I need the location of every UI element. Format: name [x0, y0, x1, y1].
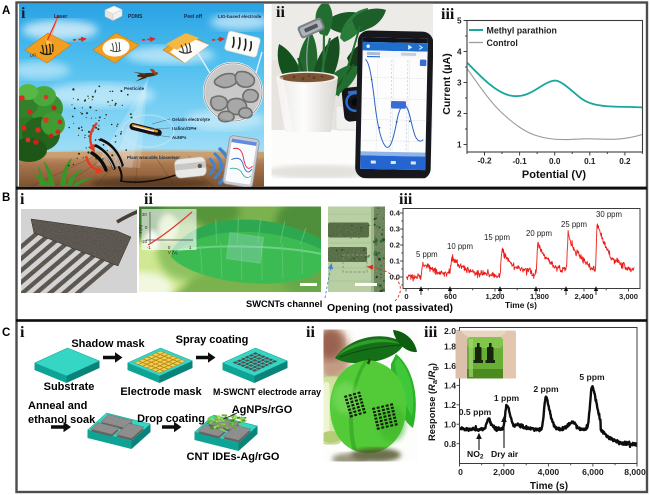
- svg-text:5 ppm: 5 ppm: [416, 250, 438, 259]
- svg-text:0: 0: [458, 467, 463, 477]
- svg-text:Time (s): Time (s): [505, 300, 537, 310]
- svg-text:0.2: 0.2: [389, 241, 400, 250]
- svg-text:Plant wearable biosensor: Plant wearable biosensor: [127, 155, 180, 160]
- svg-text:2,000: 2,000: [493, 467, 515, 477]
- svg-text:600: 600: [444, 292, 457, 301]
- svg-text:-1: -1: [147, 245, 151, 250]
- svg-text:ethanol soak: ethanol soak: [28, 414, 96, 426]
- svg-text:M-SWCNT electrode array: M-SWCNT electrode array: [213, 387, 321, 397]
- svg-text:20: 20: [142, 212, 147, 217]
- svg-text:Laser: Laser: [54, 14, 67, 20]
- svg-text:2.0: 2.0: [444, 326, 456, 336]
- svg-text:0: 0: [404, 292, 408, 301]
- svg-text:6,000: 6,000: [582, 467, 604, 477]
- svg-text:Substrate: Substrate: [44, 381, 95, 393]
- svg-text:Nafion/OPH: Nafion/OPH: [172, 126, 196, 131]
- svg-text:B: B: [2, 192, 10, 204]
- svg-text:2: 2: [457, 110, 462, 119]
- svg-text:1,800: 1,800: [530, 292, 549, 301]
- svg-text:C: C: [2, 327, 10, 339]
- svg-text:Gelatin electrolyte: Gelatin electrolyte: [172, 117, 211, 122]
- svg-text:0.8: 0.8: [444, 439, 456, 449]
- svg-text:SWCNTs channel: SWCNTs channel: [246, 299, 322, 309]
- svg-text:0.1: 0.1: [389, 257, 400, 266]
- svg-text:Current (µA): Current (µA): [441, 53, 453, 114]
- svg-text:1: 1: [457, 141, 462, 150]
- svg-text:1: 1: [189, 245, 192, 250]
- svg-text:LIG-based electrode: LIG-based electrode: [218, 14, 262, 19]
- svg-text:ii: ii: [306, 324, 315, 341]
- svg-text:2,400: 2,400: [574, 292, 593, 301]
- svg-text:2 ppm: 2 ppm: [533, 384, 559, 394]
- svg-text:Drop coating: Drop coating: [137, 413, 205, 425]
- svg-text:10 ppm: 10 ppm: [447, 242, 473, 251]
- svg-text:ii: ii: [276, 4, 285, 21]
- svg-text:Dry air: Dry air: [491, 449, 519, 459]
- svg-text:Methyl parathion: Methyl parathion: [487, 25, 557, 35]
- svg-text:1.6: 1.6: [444, 361, 456, 371]
- svg-text:iii: iii: [424, 324, 438, 341]
- svg-text:i: i: [21, 5, 26, 22]
- svg-text:0.4: 0.4: [389, 209, 400, 218]
- svg-text:Potential (V): Potential (V): [522, 169, 587, 181]
- svg-text:iii: iii: [399, 191, 413, 208]
- svg-text:Response (Ra/Rg): Response (Ra/Rg): [427, 363, 439, 441]
- svg-text:Opening (not passivated): Opening (not passivated): [327, 302, 453, 314]
- svg-text:PDMS: PDMS: [128, 14, 143, 20]
- svg-text:0.0: 0.0: [389, 273, 400, 282]
- svg-text:ii: ii: [144, 191, 153, 208]
- svg-text:0.1: 0.1: [584, 157, 596, 166]
- svg-text:0.2: 0.2: [619, 157, 631, 166]
- svg-text:CNT IDEs-Ag/rGO: CNT IDEs-Ag/rGO: [187, 451, 280, 463]
- svg-text:AuNPs: AuNPs: [172, 135, 187, 140]
- svg-text:i: i: [20, 324, 25, 341]
- svg-text:i: i: [20, 191, 25, 208]
- svg-text:8,000: 8,000: [624, 467, 646, 477]
- svg-text:5: 5: [457, 16, 462, 25]
- svg-text:0: 0: [145, 225, 148, 230]
- svg-text:Shadow mask: Shadow mask: [71, 338, 145, 350]
- svg-text:-0.2: -0.2: [477, 157, 492, 166]
- svg-text:3,000: 3,000: [619, 292, 638, 301]
- svg-text:1.4: 1.4: [444, 381, 456, 391]
- svg-text:0.5 ppm: 0.5 ppm: [459, 407, 492, 417]
- svg-text:25 ppm: 25 ppm: [561, 220, 587, 229]
- svg-text:1 ppm: 1 ppm: [494, 393, 520, 403]
- svg-text:1.8: 1.8: [444, 342, 456, 352]
- svg-text:V (V): V (V): [168, 250, 178, 255]
- svg-text:Control: Control: [487, 38, 518, 48]
- svg-text:I (A): I (A): [138, 224, 143, 233]
- svg-text:-20: -20: [141, 239, 148, 244]
- svg-text:30 ppm: 30 ppm: [596, 210, 622, 219]
- svg-text:Time (s): Time (s): [530, 481, 568, 492]
- svg-text:4,000: 4,000: [538, 467, 560, 477]
- svg-text:iii: iii: [441, 6, 455, 23]
- svg-text:Peel off: Peel off: [184, 14, 202, 20]
- svg-text:Anneal and: Anneal and: [28, 400, 87, 412]
- svg-text:Spray coating: Spray coating: [176, 334, 249, 346]
- svg-text:NO2: NO2: [467, 449, 484, 461]
- svg-text:LIG: LIG: [29, 52, 36, 58]
- svg-text:1.0: 1.0: [444, 419, 456, 429]
- svg-text:-0.1: -0.1: [513, 157, 528, 166]
- svg-text:5 ppm: 5 ppm: [579, 372, 605, 382]
- svg-text:15 ppm: 15 ppm: [484, 233, 510, 242]
- svg-text:Electrode mask: Electrode mask: [120, 386, 202, 398]
- svg-text:AgNPs/rGO: AgNPs/rGO: [232, 404, 293, 416]
- svg-text:4: 4: [457, 48, 462, 57]
- svg-text:0.3: 0.3: [389, 225, 400, 234]
- svg-text:A: A: [2, 5, 10, 17]
- svg-text:0: 0: [168, 245, 171, 250]
- svg-text:0.0: 0.0: [549, 157, 561, 166]
- svg-text:3: 3: [457, 79, 462, 88]
- svg-text:Pesticide: Pesticide: [124, 86, 145, 91]
- svg-text:1,200: 1,200: [485, 292, 504, 301]
- svg-text:1.2: 1.2: [444, 400, 456, 410]
- svg-text:20 ppm: 20 ppm: [526, 229, 552, 238]
